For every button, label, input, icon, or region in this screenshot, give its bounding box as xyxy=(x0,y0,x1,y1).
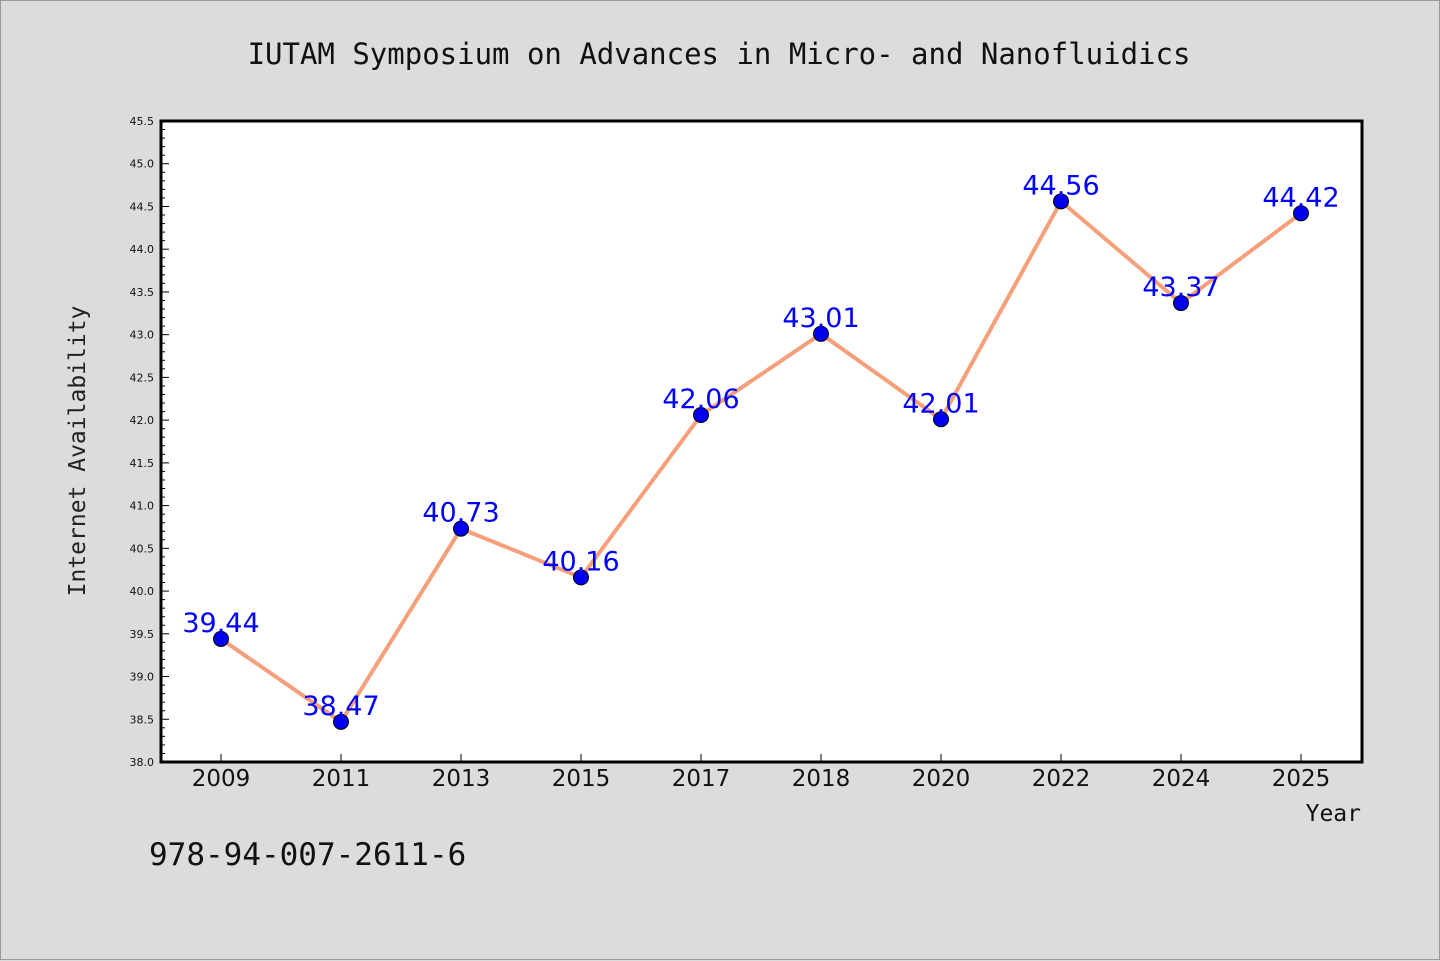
data-label: 42.01 xyxy=(902,388,979,419)
y-tick-label: 43.5 xyxy=(130,286,155,299)
y-tick-label: 41.5 xyxy=(130,457,155,470)
y-tick-label: 41.0 xyxy=(130,500,155,513)
series-layer: 39.44 38.47 40.73 40.16 42.06 43.01 42.01 44.56… xyxy=(182,170,1340,730)
y-tick-label: 40.5 xyxy=(130,542,155,555)
x-tick-label: 2013 xyxy=(432,766,491,792)
data-point xyxy=(1053,193,1069,210)
x-tick-label: 2025 xyxy=(1272,766,1331,792)
data-point xyxy=(1173,295,1189,312)
y-tick-label: 42.5 xyxy=(130,371,155,384)
y-tick-label: 43.0 xyxy=(130,329,155,342)
data-label: 42.06 xyxy=(662,384,739,415)
data-point xyxy=(453,520,469,537)
x-axis-label: Year xyxy=(1306,801,1361,827)
isbn-footer: 978-94-007-2611-6 xyxy=(149,837,466,873)
series-line xyxy=(219,199,1303,724)
x-tick-label: 2017 xyxy=(672,766,731,792)
x-tick-label: 2015 xyxy=(552,766,611,792)
x-tick-label: 2020 xyxy=(912,766,971,792)
y-axis-label: Internet Availability xyxy=(65,306,91,597)
data-point xyxy=(693,407,709,424)
data-label: 44.42 xyxy=(1262,182,1339,213)
data-label: 43.37 xyxy=(1142,272,1219,303)
data-label: 43.01 xyxy=(782,303,859,334)
data-point xyxy=(1293,205,1309,222)
data-label: 39.44 xyxy=(182,608,259,639)
data-point xyxy=(213,630,229,647)
data-point xyxy=(573,569,589,586)
x-axis-ticks: 2009 2011 2013 2015 2017 2018 2020 2022 2024 2025 xyxy=(192,754,1331,792)
y-tick-label: 40.0 xyxy=(130,585,155,598)
y-tick-label: 39.0 xyxy=(130,671,155,684)
y-axis-ticks: 38.0 38.5 39.0 39.5 40.0 40.5 41.0 41.5 42.0 42.5… xyxy=(130,115,169,769)
data-label: 40.16 xyxy=(542,546,619,577)
y-tick-label: 44.5 xyxy=(130,200,155,213)
chart-title: IUTAM Symposium on Advances in Micro- an… xyxy=(248,37,1191,71)
data-label: 40.73 xyxy=(422,498,499,529)
y-tick-label: 38.5 xyxy=(130,713,155,726)
y-tick-label: 39.5 xyxy=(130,628,155,641)
x-tick-label: 2024 xyxy=(1152,766,1211,792)
x-tick-label: 2011 xyxy=(312,766,371,792)
x-tick-label: 2018 xyxy=(792,766,851,792)
data-label: 38.47 xyxy=(302,691,379,722)
data-point xyxy=(333,713,349,730)
data-point xyxy=(933,411,949,428)
x-tick-label: 2022 xyxy=(1032,766,1091,792)
y-tick-label: 38.0 xyxy=(130,756,155,769)
data-point xyxy=(813,325,829,342)
data-label: 44.56 xyxy=(1022,170,1099,201)
y-tick-label: 45.0 xyxy=(130,158,155,171)
plot-area xyxy=(159,119,1364,764)
y-tick-label: 45.5 xyxy=(130,115,155,128)
y-tick-label: 44.0 xyxy=(130,243,155,256)
y-tick-label: 42.0 xyxy=(130,414,155,427)
x-tick-label: 2009 xyxy=(192,766,251,792)
